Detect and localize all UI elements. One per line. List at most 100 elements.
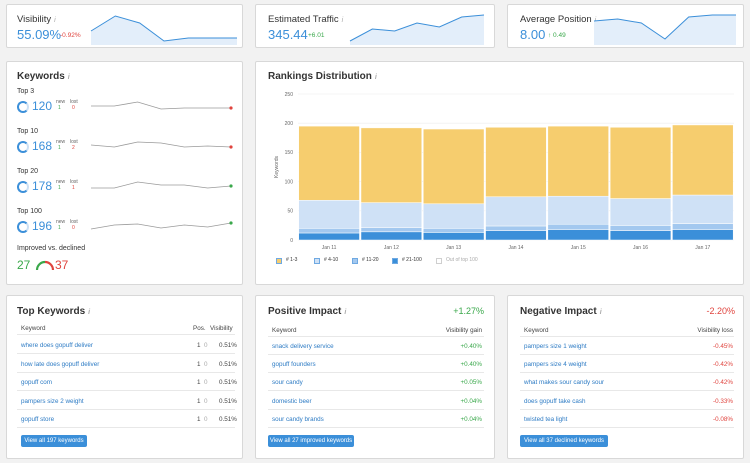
column-visibility-gain: Visibility gain [445, 327, 482, 334]
legend-checkbox[interactable] [314, 258, 320, 264]
progress-ring-icon [17, 181, 29, 193]
legend-entry[interactable]: # 21-100 [402, 257, 422, 263]
legend-checkbox[interactable] [276, 258, 282, 264]
lost-count: 1 [72, 185, 75, 191]
previous-position: 0 [204, 342, 208, 349]
bar-segment [423, 228, 485, 233]
bar-segment [423, 203, 485, 229]
keyword-link[interactable]: gopuff store [21, 416, 55, 423]
info-icon[interactable]: i [599, 309, 602, 316]
traffic-card: Estimated Traffic i 345.44 +6.01 [255, 4, 495, 48]
visibility-change: -0.92% [60, 32, 81, 39]
positive-impact-total: +1.27% [453, 306, 484, 316]
sparkline-line [91, 181, 232, 189]
keyword-link[interactable]: snack delivery service [272, 343, 334, 350]
bar-segment [298, 200, 360, 229]
keyword-link[interactable]: sour candy brands [272, 415, 324, 423]
traffic-value: 345.44 [268, 27, 308, 42]
legend-entry[interactable]: # 11-20 [362, 257, 379, 263]
visibility-gain-value: +0.40% [460, 361, 482, 369]
lost-label: lost [70, 139, 78, 145]
legend-checkbox[interactable] [436, 258, 442, 264]
keyword-link[interactable]: what makes sour candy sour [524, 379, 605, 387]
positive-impact-card: Positive Impact i +1.27% Keyword Visibili… [255, 295, 495, 459]
bar-segment [423, 232, 485, 241]
visibility-value: 55.09% [17, 27, 62, 42]
x-tick-label: Jan 12 [384, 245, 399, 251]
keyword-link[interactable]: pampers size 4 weight [524, 361, 587, 369]
rankings-card: Rankings Distribution i 0 50 100 150 200 250 Ke… [255, 61, 744, 285]
y-tick-label: 250 [285, 92, 294, 98]
keyword-link[interactable]: twisted tea light [524, 415, 568, 423]
position-title: Average Position [520, 14, 592, 25]
legend-checkbox[interactable] [352, 258, 358, 264]
info-icon[interactable]: i [88, 309, 91, 316]
keyword-bucket-label: Top 10 [17, 128, 39, 135]
visibility-value: 0.51% [219, 342, 237, 349]
previous-position: 0 [204, 379, 208, 386]
new-label: new [56, 179, 66, 185]
visibility-gain-value: +0.04% [460, 397, 482, 405]
keyword-link[interactable]: domestic beer [272, 397, 312, 405]
legend-entry[interactable]: # 1-3 [286, 257, 298, 263]
column-keyword: Keyword [21, 325, 46, 332]
keyword-link[interactable]: gopuff founders [272, 361, 316, 369]
previous-position: 0 [204, 360, 208, 368]
view-all-keywords-button[interactable]: View all 197 keywords [21, 435, 87, 447]
bar-segment [298, 228, 360, 234]
info-icon[interactable]: i [341, 17, 344, 24]
position-change: ↑ 0.49 [548, 32, 566, 39]
row-divider [520, 390, 734, 392]
position-value: 1 [197, 342, 201, 349]
legend-checkbox[interactable] [392, 258, 398, 264]
bar-segment [360, 231, 423, 241]
sparkline-line [90, 141, 232, 148]
previous-position: 0 [204, 397, 208, 405]
sparkline-area [594, 15, 736, 45]
visibility-sparkline [90, 15, 237, 45]
legend-entry[interactable]: Out of top 100 [446, 257, 478, 263]
info-icon[interactable]: i [54, 17, 56, 24]
position-card: Average Position i 8.00 ↑ 0.49 [507, 4, 744, 48]
sparkline-end-dot [229, 145, 233, 149]
info-icon[interactable]: i [344, 309, 347, 316]
y-tick-label: 50 [287, 209, 293, 215]
keyword-bucket-label: Top 100 [17, 208, 42, 215]
row-divider [17, 371, 235, 373]
position-value: 1 [197, 360, 201, 368]
positive-impact-title: Positive Impact [268, 306, 342, 317]
row-divider [268, 354, 484, 355]
sparkline-end-dot [229, 221, 233, 225]
keyword-link[interactable]: sour candy [272, 379, 303, 387]
row-divider [520, 426, 734, 428]
traffic-sparkline [349, 14, 485, 45]
keyword-link[interactable]: where does gopuff deliver [21, 342, 93, 349]
bar-segment [485, 230, 547, 241]
keyword-sparkline [91, 101, 233, 110]
view-declined-keywords-button[interactable]: View all 37 declined keywords [520, 435, 608, 447]
position-value: 1 [197, 397, 201, 405]
progress-ring-icon [17, 221, 29, 233]
progress-ring-icon [17, 141, 29, 153]
keyword-link[interactable]: pampers size 2 weight [21, 397, 84, 405]
bar-segment [672, 223, 734, 230]
info-icon[interactable]: i [67, 74, 70, 81]
row-divider [520, 372, 734, 374]
lost-label: lost [70, 219, 78, 225]
view-improved-keywords-button[interactable]: View all 27 improved keywords [268, 435, 354, 447]
legend-entry[interactable]: # 4-10 [324, 257, 339, 263]
row-divider [17, 353, 235, 354]
info-icon[interactable]: i [374, 74, 377, 81]
keyword-link[interactable]: does gopuff take cash [524, 397, 586, 405]
bar-segment [360, 202, 423, 228]
new-label: new [56, 99, 66, 105]
visibility-loss-value: -0.42% [713, 361, 733, 369]
keyword-link[interactable]: pampers size 1 weight [524, 343, 587, 350]
bar-segment [298, 232, 360, 241]
keyword-link[interactable]: how late does gopuff deliver [21, 360, 100, 368]
column-keyword: Keyword [272, 327, 297, 334]
keyword-link[interactable]: gopuff com [21, 379, 53, 386]
declined-count: 37 [55, 258, 69, 272]
x-tick-label: Jan 17 [695, 245, 710, 251]
keyword-bucket-value: 168 [32, 139, 53, 153]
